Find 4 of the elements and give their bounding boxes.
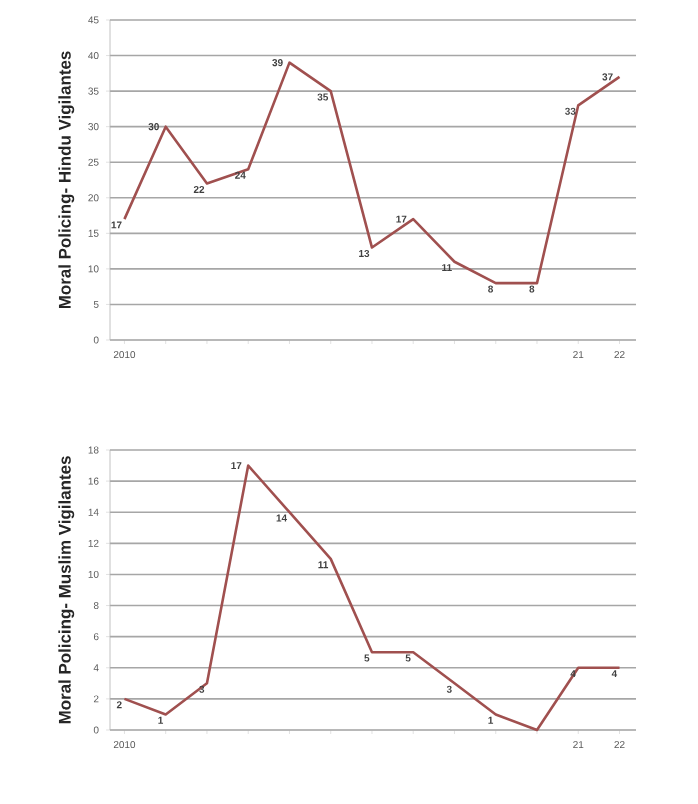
y-axis-title: Moral Policing- Muslim Vigilantes — [58, 456, 75, 724]
y-axis-title: Moral Policing- Hindu Vigilantes — [58, 51, 75, 309]
line-series — [123, 61, 621, 285]
line-series — [123, 464, 621, 732]
